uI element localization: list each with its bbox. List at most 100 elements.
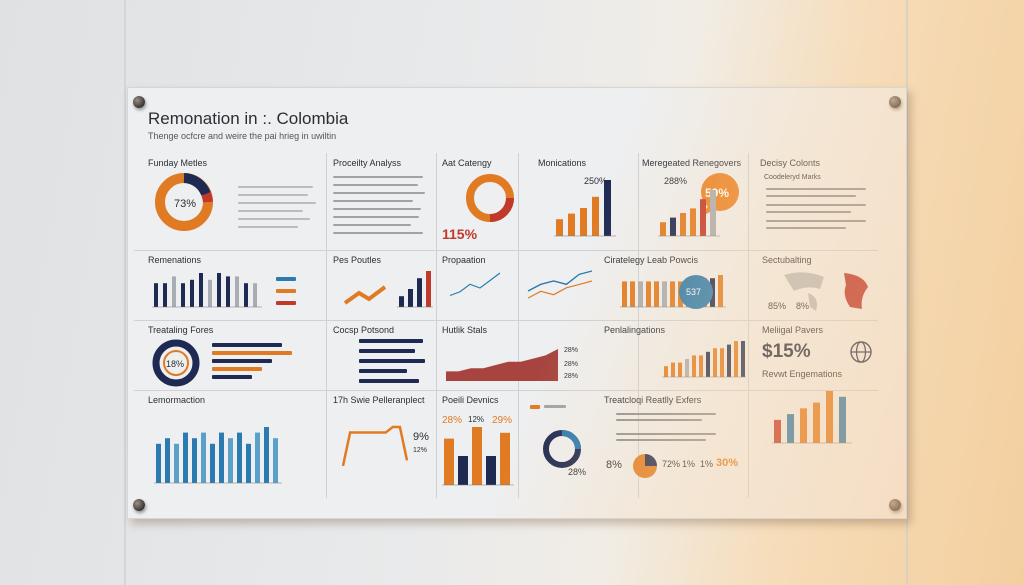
propaation-s1-line [449, 272, 501, 297]
globe-icon [850, 341, 872, 363]
ciratelegy-bar [718, 275, 723, 307]
bar-chart-penlalingations [662, 341, 746, 378]
remenations-bar [208, 279, 212, 307]
revwt-bar [826, 391, 833, 443]
chart-label-1: 9% [413, 431, 429, 443]
lemormaction-bar [228, 438, 233, 483]
revwt-bar [787, 414, 794, 443]
remenations-bar [181, 283, 185, 307]
bar-label-2: 12% [468, 415, 485, 424]
panel-title: Remenations [148, 255, 202, 265]
badge-circle [679, 275, 713, 309]
meregeated-bar [670, 217, 676, 236]
panel-title: Decisy Colonts [760, 158, 821, 168]
lemormaction-bar [201, 432, 206, 483]
panel-decisy-colonts: Decisy Colonts Coodeleryd Marks [752, 158, 880, 248]
lemormaction-bar [255, 432, 260, 483]
panel-subtitle: Coodeleryd Marks [764, 174, 821, 181]
penlalingations-bar [713, 348, 717, 377]
stat-5: 30% [716, 457, 739, 469]
bar-label-3: 29% [492, 415, 513, 426]
remenations-bar [190, 279, 194, 307]
panel-title: Penlalingations [604, 325, 666, 335]
propaation-s2-line [527, 270, 593, 292]
donut-chart [152, 339, 200, 387]
panel-meliigal-pavers: Meliigal Pavers $15% Revwt Engemations [762, 325, 880, 495]
trend-arrow [343, 285, 387, 305]
panel-pes-poutles: Pes Poutles [333, 255, 433, 318]
panel-title: Meliigal Pavers [762, 325, 824, 335]
pin-bottom-left [133, 499, 145, 511]
ciratelegy-bar [630, 281, 635, 307]
monications-bar [556, 219, 563, 236]
propaation-s3-line [527, 280, 593, 299]
donut-center-label: 18% [166, 359, 185, 369]
monications-bar [568, 213, 575, 236]
panel-title: Funday Metles [148, 158, 208, 168]
panel-title: Pes Poutles [333, 255, 382, 265]
revwt-bar [800, 408, 807, 443]
lemormaction-bar [273, 438, 278, 483]
panel-remenations: Remenations [148, 255, 323, 318]
pes-poutles-bar [408, 289, 413, 307]
panel-penlalingations: Penlalingations [604, 325, 746, 388]
revwt-bar [839, 396, 846, 443]
panel-title: Lemormaction [148, 395, 206, 405]
lemormaction-bar [165, 438, 170, 483]
line-chart-propaation [449, 270, 593, 299]
area-label-1: 28% [564, 347, 579, 354]
donut-chart [466, 174, 514, 222]
bar-chart-lemormaction [154, 427, 282, 484]
remenations-bar [172, 276, 176, 307]
panel-donut-28: 28% [524, 405, 598, 495]
penlalingations-bar [664, 366, 668, 377]
panel-ciratelegy: Ciratelegy Leab Powcis 537 [604, 255, 746, 318]
ciratelegy-bar [662, 281, 667, 307]
penlalingations-bar [727, 344, 731, 377]
remenations-bar [244, 283, 248, 307]
area-label-3: 28% [564, 373, 579, 380]
panel-propaation: Propaation [442, 255, 636, 318]
pes-poutles-bar [417, 278, 422, 307]
bar-chart-remenations [152, 273, 262, 308]
panel-17h-swie: 17h Swie Pelleranplect 9% 12% [333, 395, 433, 495]
hutlik-area [446, 349, 558, 381]
area-chart-hutlik [446, 349, 558, 381]
panel-title: Proceilty Analyss [333, 158, 402, 168]
chart-label: 250% [584, 176, 608, 186]
big-stat: $15% [762, 341, 811, 362]
map-stat-1: 85% [768, 301, 787, 311]
donut-side-label: 28% [568, 467, 587, 477]
bar-chart-ciratelegy [620, 275, 726, 308]
panel-treatcloqi: Treatcloqi Reatlly Exfers 8% 72% 1% 1% 3… [604, 395, 746, 495]
stat-3: 1% [682, 459, 696, 469]
monications-bar [604, 180, 611, 236]
monications-bar [580, 208, 587, 236]
meregeated-bar [690, 208, 696, 236]
stat-2: 72% [662, 459, 681, 469]
swie-line [341, 425, 409, 467]
panel-monications: Monications 250% [524, 158, 636, 248]
panel-aat-catengy: Aat Catengy 115% [442, 158, 516, 248]
donut-chart [543, 430, 581, 468]
remenations-bar [154, 283, 158, 307]
lemormaction-bar [192, 438, 197, 483]
chart-label: 288% [664, 176, 688, 186]
bar-chart-poeili [442, 427, 514, 486]
lemormaction-bar [246, 443, 251, 483]
penlalingations-bar [734, 341, 738, 377]
poeili-bar [500, 432, 510, 485]
panel-title: Monications [538, 158, 587, 168]
pes-poutles-bar [426, 271, 431, 307]
pie-chart [633, 454, 657, 478]
poeili-bar [444, 438, 454, 485]
panel-title: Treatcloqi Reatlly Exfers [604, 395, 702, 405]
bar-chart-meregeated [658, 190, 720, 237]
dashboard-poster: Remonation in :. Colombia Thenge ocfcre … [127, 87, 907, 519]
panel-title: Hutlik Stals [442, 325, 488, 335]
panel-title: Meregeated Renegovers [642, 158, 742, 168]
panel-title: Sectubalting [762, 255, 812, 265]
penlalingations-bar [671, 362, 675, 377]
map-stat-2: 8% [796, 301, 810, 311]
panel-title: Propaation [442, 255, 486, 265]
